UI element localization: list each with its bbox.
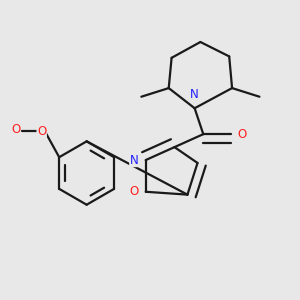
Text: N: N [130, 154, 139, 166]
Text: O: O [11, 123, 20, 136]
Text: N: N [190, 88, 199, 101]
Text: O: O [129, 185, 139, 198]
Text: O: O [238, 128, 247, 141]
Text: O: O [37, 125, 46, 138]
